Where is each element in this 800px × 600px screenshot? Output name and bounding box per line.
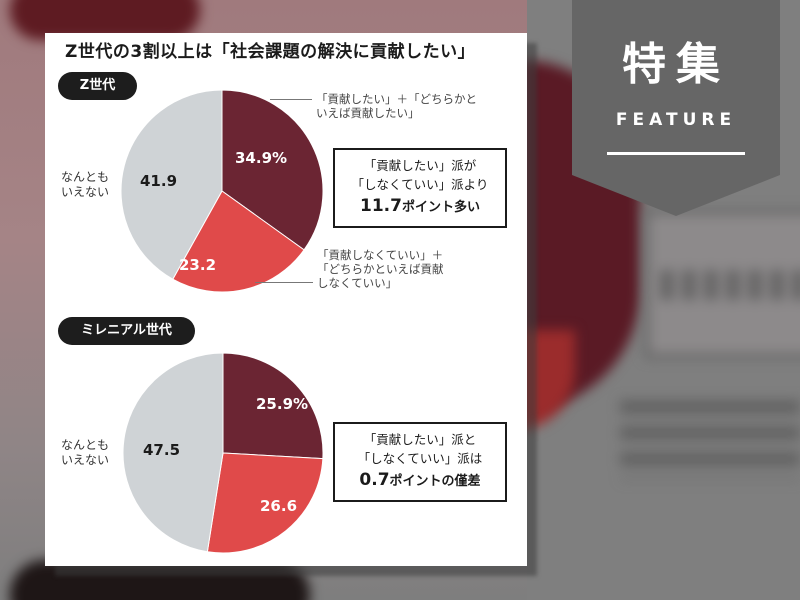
millennial-not-contribute-value: 26.6 — [260, 497, 298, 515]
millennial-contribute-value: 25.9% — [256, 395, 309, 413]
genz-not-contribute-leader-line — [255, 282, 313, 283]
millennial-pie-chart — [122, 352, 324, 554]
genz-not-contribute-note: 「貢献しなくていい」＋ 「どちらかといえば貢献 しなくていい」 — [317, 248, 444, 290]
pie-slice — [206, 452, 324, 554]
banner-english-title: FEATURE — [615, 110, 737, 130]
genz-not-contribute-value: 23.2 — [179, 256, 217, 274]
genz-neutral-label: なんとも いえない — [61, 170, 110, 199]
pie-slice — [172, 190, 305, 293]
millennial-pill: ミレニアル世代 — [58, 317, 195, 345]
millennial-neutral-label: なんとも いえない — [61, 438, 110, 467]
genz-contribute-value: 34.9% — [235, 149, 288, 167]
genz-neutral-value: 41.9 — [140, 172, 178, 190]
millennial-callout-box: 「貢献したい」派と 「しなくていい」派は 0.7ポイントの僅差 — [333, 422, 507, 502]
genz-contribute-leader-line — [270, 99, 312, 100]
banner-underline — [607, 152, 745, 155]
millennial-neutral-value: 47.5 — [143, 441, 181, 459]
infographic-card: Z世代の3割以上は「社会課題の解決に貢献したい」 Z世代 34.9% 23.2 … — [45, 33, 527, 566]
genz-contribute-note: 「貢献したい」＋「どちらかと いえば貢献したい」 — [316, 92, 477, 120]
pie-slice — [122, 352, 224, 553]
pie-slice — [222, 352, 324, 460]
feature-banner: 特集 FEATURE — [572, 0, 780, 216]
chart-title: Z世代の3割以上は「社会課題の解決に貢献したい」 — [65, 42, 476, 62]
banner-kanji-title: 特集 — [622, 39, 730, 90]
pie-slice — [221, 89, 324, 251]
genz-pill: Z世代 — [58, 72, 137, 100]
banner-shape — [572, 0, 780, 216]
genz-pie-chart — [120, 89, 324, 293]
pie-slice — [120, 89, 223, 280]
genz-callout-box: 「貢献したい」派が 「しなくていい」派より 11.7ポイント多い — [333, 148, 507, 228]
